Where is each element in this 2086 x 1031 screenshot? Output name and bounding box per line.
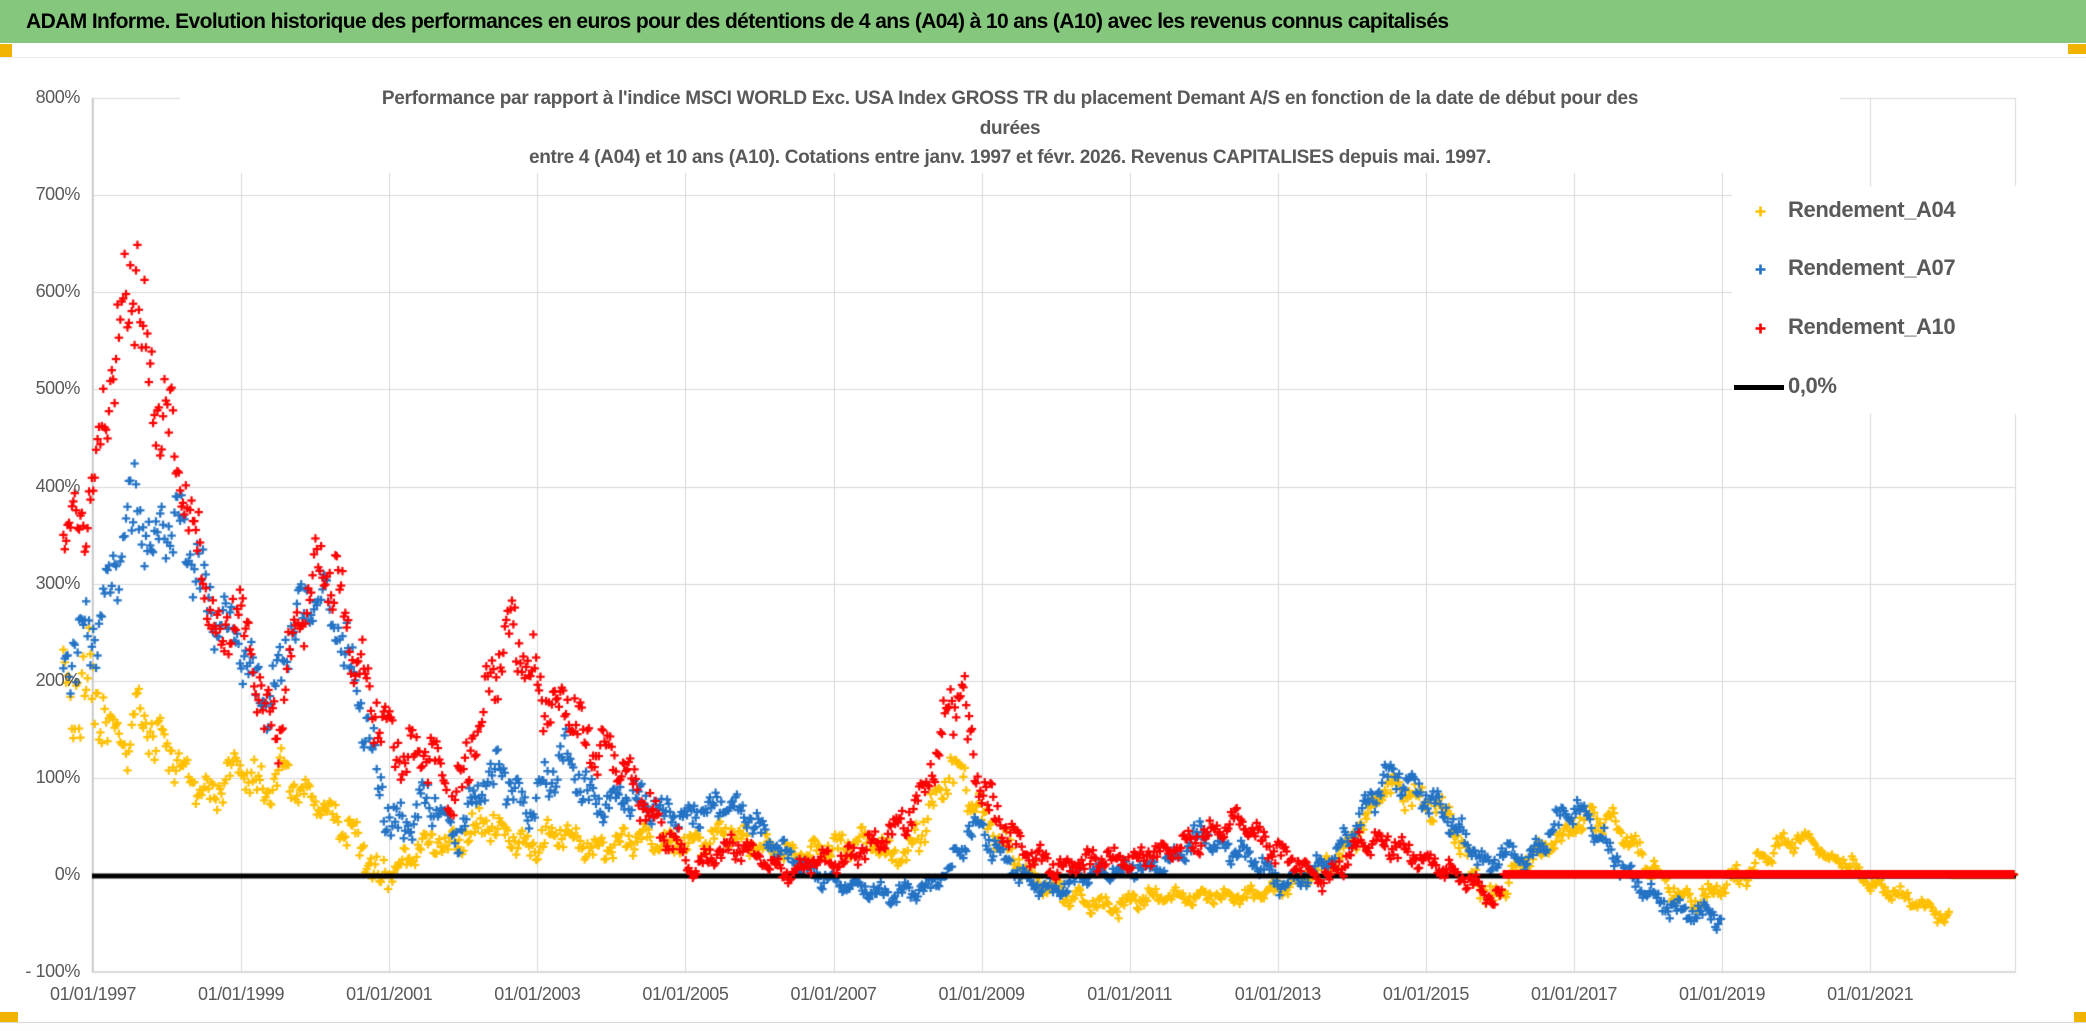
- y-tick-label: 600%: [35, 281, 81, 302]
- corner-accent-bottom-right: [2074, 1012, 2086, 1023]
- x-tick-label: 01/01/2003: [494, 984, 581, 1004]
- sheet-title-cell[interactable]: ADAM Informe. Evolution historique des p…: [0, 0, 2086, 43]
- plus-marker-icon: [1755, 206, 1766, 217]
- y-tick-label: 800%: [35, 87, 81, 107]
- x-tick-label: 01/01/1997: [49, 984, 137, 1004]
- y-tick-label: 300%: [35, 572, 81, 593]
- chart-title[interactable]: Performance par rapport à l'indice MSCI …: [180, 84, 1840, 173]
- chart-title-line-1: Performance par rapport à l'indice MSCI …: [381, 88, 1639, 109]
- y-tick-label: 0%: [54, 864, 81, 884]
- legend-item-rendement-a04[interactable]: Rendement_A04: [1732, 197, 2034, 225]
- x-tick-label: 01/01/1999: [198, 984, 285, 1004]
- x-tick-label: 01/01/2001: [346, 984, 433, 1004]
- legend-item-rendement-a07[interactable]: Rendement_A07: [1732, 255, 2034, 283]
- x-tick-label: 01/01/2013: [1234, 984, 1321, 1004]
- corner-accent-top-right: [2068, 44, 2086, 54]
- legend-label: 0,0%: [1788, 373, 1837, 398]
- y-tick-label: 100%: [35, 766, 81, 787]
- x-tick-label: 01/01/2007: [790, 984, 877, 1004]
- x-tick-label: 01/01/2009: [938, 984, 1025, 1004]
- corner-accent-top-left: [0, 44, 12, 57]
- row-divider-top: [0, 57, 2086, 58]
- chart-title-line-2: durées: [979, 117, 1041, 139]
- x-tick-label: 01/01/2011: [1087, 984, 1173, 1004]
- plus-marker-icon: [1755, 264, 1766, 275]
- chart-title-line-3: entre 4 (A04) et 10 ans (A10). Cotations…: [528, 147, 1492, 168]
- y-tick-label: 500%: [35, 378, 81, 399]
- x-tick-label: 01/01/2021: [1827, 984, 1914, 1004]
- sheet-title-text: ADAM Informe. Evolution historique des p…: [26, 9, 1449, 33]
- y-tick-label: - 100%: [25, 961, 80, 982]
- x-tick-label: 01/01/2019: [1679, 984, 1766, 1004]
- legend-label: Rendement_A10: [1788, 314, 1956, 339]
- line-swatch-icon: [1734, 385, 1784, 390]
- chart-legend[interactable]: Rendement_A04 Rendement_A07 Rendement_A10 0…: [1732, 186, 2034, 414]
- x-tick-label: 01/01/2005: [642, 984, 729, 1004]
- legend-item-rendement-a10[interactable]: Rendement_A10: [1732, 314, 2034, 342]
- x-tick-label: 01/01/2017: [1530, 984, 1618, 1004]
- y-tick-label: 700%: [35, 184, 81, 205]
- plus-marker-icon: [1755, 323, 1766, 334]
- y-tick-label: 200%: [35, 669, 81, 690]
- legend-label: Rendement_A07: [1788, 255, 1956, 280]
- sheet-row-below: [0, 1022, 2086, 1031]
- y-tick-label: 400%: [35, 475, 81, 496]
- x-tick-label: 01/01/2015: [1382, 984, 1469, 1004]
- legend-label: Rendement_A04: [1788, 197, 1956, 222]
- legend-item-0-0-[interactable]: 0,0%: [1732, 373, 2034, 401]
